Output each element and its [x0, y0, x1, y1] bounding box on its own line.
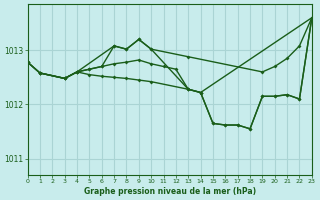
- X-axis label: Graphe pression niveau de la mer (hPa): Graphe pression niveau de la mer (hPa): [84, 187, 256, 196]
